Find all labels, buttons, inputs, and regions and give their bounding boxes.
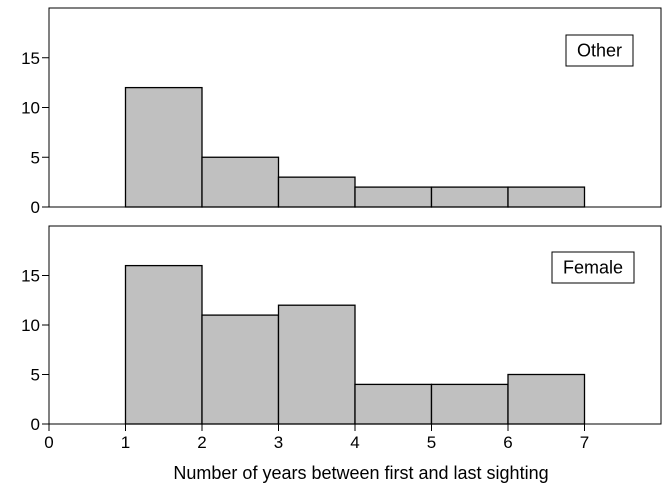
- y-tick-label: 5: [31, 148, 40, 167]
- y-tick-label: 5: [31, 366, 40, 385]
- panel-female: 0 5 10 15 Female: [21, 225, 662, 434]
- x-axis-label: Number of years between first and last s…: [173, 463, 548, 483]
- histogram-bar: [124, 264, 203, 425]
- x-tick-label: 0: [44, 433, 53, 452]
- histogram-bar: [507, 186, 586, 208]
- histogram-bar: [277, 176, 356, 208]
- y-tick-label: 0: [31, 198, 40, 217]
- x-tick-label: 3: [274, 433, 283, 452]
- histogram-bar: [430, 383, 509, 425]
- y-tick-label: 15: [21, 49, 40, 68]
- x-tick-label: 7: [580, 433, 589, 452]
- y-tick-label: 10: [21, 99, 40, 118]
- x-tick-label: 4: [350, 433, 359, 452]
- x-tick-label: 1: [121, 433, 130, 452]
- y-tick-label: 0: [31, 415, 40, 434]
- histogram-bar: [354, 186, 433, 208]
- legend-box: [551, 251, 635, 284]
- histogram-bar: [507, 373, 586, 425]
- y-tick-label: 10: [21, 316, 40, 335]
- histogram-bar: [430, 186, 509, 208]
- x-axis: 0 1 2 3 4 5 6 7: [44, 424, 589, 452]
- histogram-bar: [277, 304, 356, 425]
- histogram-bar: [201, 314, 280, 425]
- histogram-bar: [124, 86, 203, 208]
- histogram-bar: [201, 156, 280, 208]
- x-tick-label: 2: [197, 433, 206, 452]
- y-tick-label: 15: [21, 267, 40, 286]
- legend-box: [565, 34, 634, 67]
- x-tick-label: 6: [503, 433, 512, 452]
- legend-label: Female: [563, 258, 623, 278]
- legend-label: Other: [577, 41, 622, 61]
- histogram-bar: [354, 383, 433, 425]
- x-tick-label: 5: [427, 433, 436, 452]
- panel-other: 0 5 10 15 Other: [21, 7, 662, 217]
